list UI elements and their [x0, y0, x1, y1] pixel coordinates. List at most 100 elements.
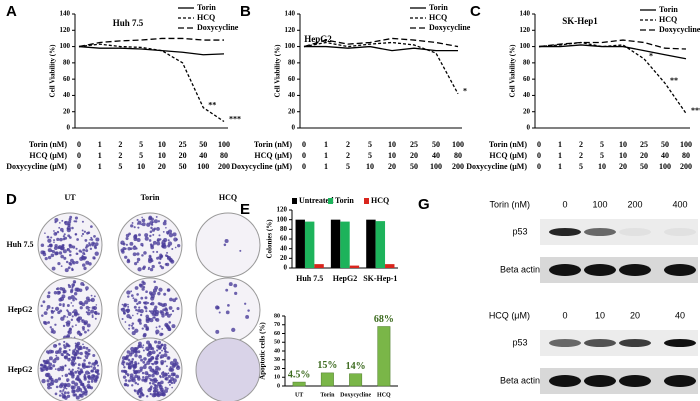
colony — [150, 217, 154, 221]
colony — [94, 360, 99, 364]
colony — [75, 388, 80, 393]
dose-value: 10 — [366, 162, 374, 171]
colony — [153, 383, 157, 387]
colony — [126, 314, 131, 319]
colony — [127, 305, 130, 308]
colony — [55, 354, 58, 357]
colony — [162, 308, 165, 312]
colony — [81, 254, 84, 257]
panel-letter: A — [6, 3, 17, 20]
colony — [82, 343, 84, 346]
colony — [161, 392, 166, 397]
colony — [86, 311, 91, 316]
colony — [162, 347, 165, 350]
y-tick-label: 30 — [274, 357, 280, 363]
colony — [148, 254, 152, 258]
colony — [87, 365, 91, 368]
colony — [151, 264, 155, 269]
colony — [134, 237, 137, 240]
colony — [125, 354, 130, 358]
dose-row-label: Doxycycline (μM) — [466, 162, 527, 171]
colony — [167, 372, 170, 375]
colony — [57, 367, 61, 372]
colony — [157, 302, 161, 306]
series-line — [304, 45, 458, 52]
dose-label: 20 — [630, 310, 640, 320]
colony — [65, 387, 68, 390]
colony — [74, 311, 79, 316]
x-tick-label: SK-Hep-1 — [363, 274, 397, 283]
colony — [136, 218, 139, 222]
colony — [125, 236, 129, 241]
colony — [81, 319, 85, 323]
colony — [155, 365, 159, 370]
colony — [46, 359, 50, 363]
dose-label: 0 — [562, 199, 567, 209]
colony — [155, 357, 159, 361]
blot-band — [549, 375, 581, 387]
colony — [90, 369, 93, 373]
colony — [141, 371, 145, 375]
colony — [174, 246, 177, 249]
panel-letter: E — [240, 201, 250, 218]
colony — [149, 230, 153, 234]
colony — [77, 347, 81, 351]
colony — [79, 383, 83, 386]
colony — [137, 318, 142, 323]
dose-value: 2 — [118, 151, 122, 160]
colony — [131, 322, 135, 325]
colony — [151, 356, 155, 360]
colony — [82, 248, 86, 252]
colony — [142, 375, 145, 379]
colony — [58, 394, 62, 397]
dose-value: 100 — [452, 140, 464, 149]
band-label: p53 — [512, 337, 527, 347]
colony — [156, 344, 160, 349]
colony — [92, 305, 98, 311]
colony — [163, 353, 168, 358]
colony — [94, 369, 100, 374]
colony — [158, 287, 163, 292]
colony — [153, 392, 157, 396]
colony — [61, 365, 65, 369]
colony — [121, 360, 125, 363]
colony — [57, 261, 61, 266]
dose-value: 1 — [558, 140, 562, 149]
colony — [142, 360, 146, 364]
colony — [81, 235, 83, 237]
colony — [157, 340, 162, 345]
colony — [164, 263, 168, 266]
colony — [47, 291, 51, 295]
colony — [161, 239, 166, 244]
colony — [134, 361, 137, 364]
colony — [145, 310, 148, 313]
colony — [166, 288, 171, 292]
colony — [65, 322, 71, 327]
dose-value: 0 — [302, 162, 306, 171]
colony — [151, 221, 154, 224]
dose-row-label: HCQ (μM) — [254, 151, 292, 160]
dose-label: 100 — [592, 199, 607, 209]
dose-value: 2 — [579, 151, 583, 160]
colony — [62, 390, 64, 392]
bar — [292, 381, 306, 387]
colony — [62, 354, 64, 357]
colony — [155, 326, 158, 329]
dose-value: 20 — [410, 151, 418, 160]
colony — [55, 356, 60, 361]
colony — [78, 370, 82, 375]
colony — [42, 252, 47, 257]
colony — [141, 378, 145, 382]
dose-value: 20 — [179, 151, 187, 160]
dose-value: 10 — [598, 162, 606, 171]
colony — [95, 304, 98, 306]
x-tick-label: Huh 7.5 — [296, 274, 323, 283]
dose-row-label: Torin (nM) — [254, 140, 292, 149]
colony — [79, 306, 83, 310]
colony — [50, 309, 54, 313]
colony — [121, 303, 124, 306]
colony — [55, 344, 58, 347]
dose-value: 100 — [218, 140, 230, 149]
colony — [139, 369, 143, 372]
